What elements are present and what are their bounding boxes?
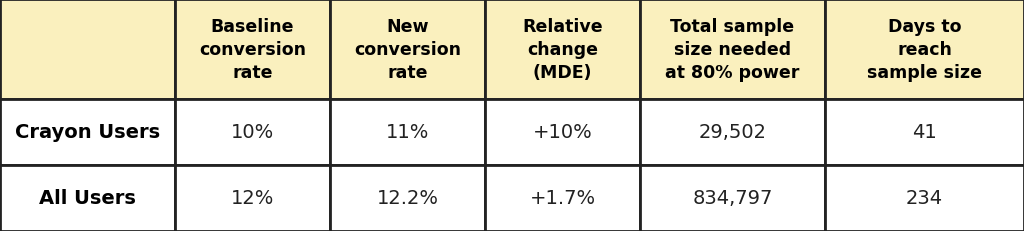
Bar: [330, 0, 485, 100]
Bar: [825, 0, 1024, 100]
Text: 10%: 10%: [230, 123, 274, 142]
Bar: [330, 100, 485, 165]
Text: 12.2%: 12.2%: [377, 189, 438, 208]
Text: +1.7%: +1.7%: [529, 189, 596, 208]
Text: 41: 41: [912, 123, 937, 142]
Bar: [825, 100, 1024, 165]
Bar: [640, 0, 825, 100]
Bar: [330, 165, 485, 231]
Bar: [825, 165, 1024, 231]
Bar: [485, 165, 640, 231]
Bar: [0, 165, 175, 231]
Text: Crayon Users: Crayon Users: [15, 123, 160, 142]
Text: Baseline
conversion
rate: Baseline conversion rate: [199, 18, 306, 82]
Text: +10%: +10%: [532, 123, 592, 142]
Text: Relative
change
(MDE): Relative change (MDE): [522, 18, 603, 82]
Bar: [0, 0, 175, 100]
Bar: [640, 165, 825, 231]
Text: New
conversion
rate: New conversion rate: [354, 18, 461, 82]
Text: All Users: All Users: [39, 189, 136, 208]
Text: Days to
reach
sample size: Days to reach sample size: [867, 18, 982, 82]
Text: 12%: 12%: [230, 189, 274, 208]
Bar: [485, 100, 640, 165]
Text: Total sample
size needed
at 80% power: Total sample size needed at 80% power: [666, 18, 800, 82]
Text: 11%: 11%: [386, 123, 429, 142]
Text: 29,502: 29,502: [698, 123, 767, 142]
Bar: [0, 100, 175, 165]
Bar: [175, 165, 330, 231]
Text: 834,797: 834,797: [692, 189, 773, 208]
Bar: [485, 0, 640, 100]
Text: 234: 234: [906, 189, 943, 208]
Bar: [175, 100, 330, 165]
Bar: [640, 100, 825, 165]
Bar: [175, 0, 330, 100]
